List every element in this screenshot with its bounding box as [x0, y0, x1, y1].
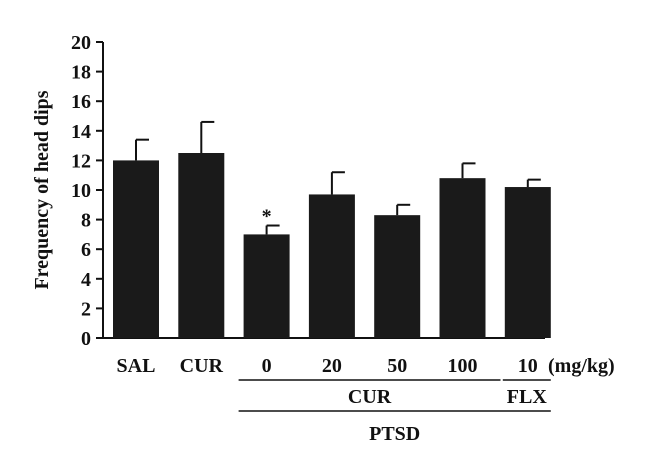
y-tick-label: 2 — [81, 298, 91, 320]
y-tick-label: 4 — [81, 269, 91, 291]
x-tick-label: 0 — [262, 355, 272, 377]
y-tick-label: 18 — [71, 62, 91, 84]
y-tick-label: 8 — [81, 210, 91, 232]
group-label-cur: CUR — [348, 386, 392, 408]
bar-100 — [439, 178, 486, 338]
x-tick-label: SAL — [117, 355, 156, 377]
group-labels: CUR FLX PTSD — [238, 379, 551, 445]
bar-sal — [113, 160, 159, 338]
error-bars: * — [135, 120, 541, 235]
group-label-ptsd: PTSD — [369, 423, 420, 445]
x-tick-label: 100 — [448, 355, 478, 377]
bar-10 — [504, 187, 551, 338]
y-tick-label: 0 — [81, 328, 91, 350]
y-ticks: 0 2 4 6 8 10 12 14 16 18 20 — [71, 32, 103, 350]
bar-0 — [243, 234, 290, 338]
x-tick-label: 20 — [322, 355, 342, 377]
y-tick-label: 10 — [71, 180, 91, 202]
y-tick-label: 6 — [81, 239, 91, 261]
bar-50 — [374, 215, 421, 338]
bars — [113, 153, 551, 338]
group-label-flx: FLX — [507, 386, 548, 408]
y-tick-label: 20 — [71, 32, 91, 54]
x-tick-label: 50 — [387, 355, 407, 377]
significance-asterisk: * — [262, 206, 272, 228]
x-tick-labels: SAL CUR 0 20 50 100 10 — [117, 355, 538, 377]
y-tick-label: 16 — [71, 91, 91, 113]
y-tick-label: 14 — [71, 121, 91, 143]
y-axis-label: Frequency of head dips — [31, 90, 53, 289]
bar-cur — [178, 153, 225, 338]
x-tick-label: 10 — [518, 355, 538, 377]
x-tick-label: CUR — [180, 355, 224, 377]
bar-20 — [308, 194, 355, 338]
units-label: (mg/kg) — [548, 355, 615, 377]
y-tick-label: 12 — [71, 150, 91, 172]
